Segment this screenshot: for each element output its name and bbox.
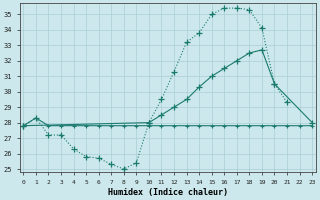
X-axis label: Humidex (Indice chaleur): Humidex (Indice chaleur) [108, 188, 228, 197]
